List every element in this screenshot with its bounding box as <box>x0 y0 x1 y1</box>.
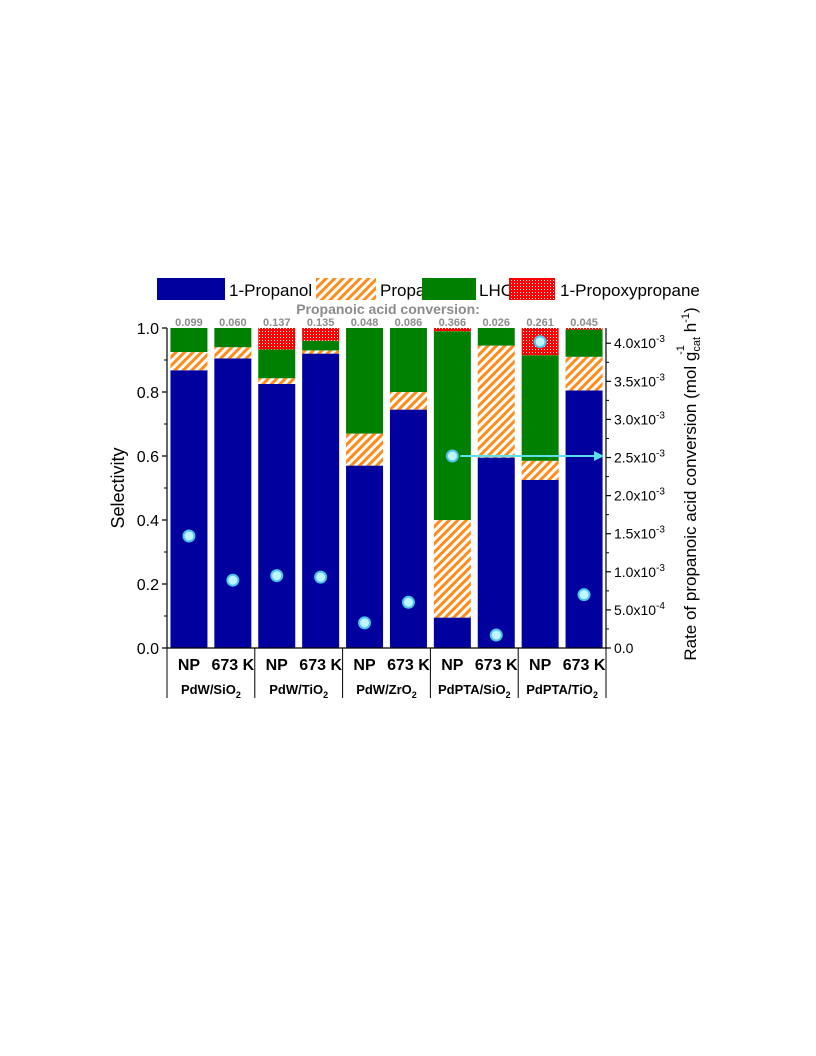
bar-1-propoxypropane-9 <box>565 328 603 330</box>
bar-1-propanol-6 <box>433 617 471 648</box>
y-right-tick-label-7: 3.5x10-3 <box>614 372 665 389</box>
x-tick-label-5: 673 K <box>387 657 430 674</box>
conversion-title: Propanoic acid conversion: <box>296 301 480 317</box>
bar-propanal-0 <box>170 352 208 371</box>
legend-label-1-propoxypropane: 1-Propoxypropane <box>560 281 700 300</box>
legend-swatch-lhc <box>422 278 476 300</box>
y-left-label: Selectivity <box>108 447 128 528</box>
bar-1-propanol-2 <box>258 384 296 648</box>
legend-swatch-1-propanol <box>157 278 225 300</box>
legend-label-1-propanol: 1-Propanol <box>229 281 312 300</box>
bar-lhc-6 <box>433 331 471 520</box>
y-left-tick-label-0: 0.0 <box>137 641 159 658</box>
rate-point-2 <box>270 569 284 583</box>
y-left-tick-label-2: 0.4 <box>137 513 159 530</box>
bar-1-propoxypropane-6 <box>433 328 471 332</box>
conversion-label-9: 0.045 <box>570 317 598 329</box>
bar-lhc-5 <box>389 328 427 392</box>
rate-point-0 <box>182 529 196 543</box>
bar-propanal-7 <box>477 345 515 458</box>
group-label-1: PdW/TiO2 <box>269 682 328 700</box>
y-right-tick-label-3: 1.5x10-3 <box>614 525 665 542</box>
group-label-0: PdW/SiO2 <box>181 682 241 700</box>
y-right-tick-label-2: 1.0x10-3 <box>614 563 665 580</box>
bar-lhc-3 <box>302 340 340 351</box>
x-tick-label-8: NP <box>529 657 552 674</box>
bar-propanal-1 <box>214 347 252 359</box>
x-tick-label-2: NP <box>266 657 289 674</box>
bar-1-propanol-9 <box>565 390 603 648</box>
rate-point-8 <box>533 335 547 349</box>
y-right-tick-label-6: 3.0x10-3 <box>614 410 665 427</box>
x-tick-label-3: 673 K <box>299 657 342 674</box>
rate-point-1 <box>226 573 240 587</box>
y-left-tick-label-5: 1.0 <box>137 321 159 338</box>
conversion-label-1: 0.060 <box>219 317 247 329</box>
bar-1-propanol-5 <box>389 409 427 648</box>
bar-propanal-5 <box>389 392 427 410</box>
y-right-tick-label-5: 2.5x10-3 <box>614 449 665 466</box>
bar-lhc-2 <box>258 349 296 379</box>
bar-lhc-7 <box>477 328 515 346</box>
y-right-label-g-superscript: -1 <box>675 345 687 355</box>
group-label-4: PdPTA/TiO2 <box>526 682 598 700</box>
conversion-label-2: 0.137 <box>263 317 291 329</box>
rate-point-9 <box>577 588 591 602</box>
bar-1-propanol-1 <box>214 358 252 648</box>
rate-point-7 <box>489 628 503 642</box>
y-right-tick-label-0: 0.0 <box>614 640 634 656</box>
legend: 1-Propanol Propanal LHC 1-Propoxypropane <box>157 278 700 300</box>
y-right-tick-label-1: 5.0x10-4 <box>614 601 665 618</box>
rate-point-5 <box>401 595 415 609</box>
y-right-tick-label-4: 2.0x10-3 <box>614 487 665 504</box>
bar-lhc-8 <box>521 355 559 461</box>
bar-propanal-9 <box>565 356 603 391</box>
y-right-label: Rate of propanoic acid conversion (mol g… <box>680 307 703 660</box>
plot-area: 0.099 0.060 0.137 0.135 0.048 0.086 0.366 0.026… <box>170 317 604 648</box>
bar-1-propoxypropane-3 <box>302 328 340 341</box>
bar-lhc-0 <box>170 328 208 352</box>
y-left-tick-label-4: 0.8 <box>137 385 159 402</box>
y-left-tick-label-3: 0.6 <box>137 449 159 466</box>
bar-lhc-1 <box>214 328 252 348</box>
x-tick-label-4: NP <box>353 657 376 674</box>
conversion-label-7: 0.026 <box>482 317 510 329</box>
conversion-label-4: 0.048 <box>351 317 379 329</box>
group-label-2: PdW/ZrO2 <box>356 682 417 700</box>
bar-1-propanol-7 <box>477 457 515 648</box>
bar-propanal-4 <box>346 433 384 466</box>
legend-swatch-propanal <box>316 278 376 300</box>
axes: 0.0 0.2 0.4 0.6 0.8 1.0 Selectivity 0.0 5.0x10-4… <box>108 307 703 700</box>
bar-propanal-6 <box>433 520 471 618</box>
rate-point-4 <box>358 616 372 630</box>
bar-1-propanol-3 <box>302 353 340 648</box>
x-tick-label-1: 673 K <box>211 657 254 674</box>
y-left-tick-label-1: 0.2 <box>137 577 159 594</box>
legend-swatch-1-propoxypropane <box>509 278 555 300</box>
legend-label-lhc: LHC <box>479 281 513 300</box>
conversion-label-0: 0.099 <box>175 317 203 329</box>
bar-propanal-8 <box>521 460 559 480</box>
conversion-label-8: 0.261 <box>526 317 554 329</box>
conversion-label-5: 0.086 <box>395 317 423 329</box>
group-label-3: PdPTA/SiO2 <box>438 682 511 700</box>
rate-arrow-head <box>594 451 604 461</box>
rate-point-6 <box>445 449 459 463</box>
bar-1-propoxypropane-2 <box>258 328 296 350</box>
bar-1-propanol-8 <box>521 480 559 648</box>
x-tick-label-7: 673 K <box>475 657 518 674</box>
x-tick-label-9: 673 K <box>563 657 606 674</box>
x-tick-label-0: NP <box>178 657 201 674</box>
bar-1-propanol-0 <box>170 370 208 648</box>
conversion-label-3: 0.135 <box>307 317 335 329</box>
bar-propanal-2 <box>258 378 296 384</box>
rate-point-3 <box>314 570 328 584</box>
x-tick-label-6: NP <box>441 657 464 674</box>
conversion-label-6: 0.366 <box>439 317 467 329</box>
y-right-tick-label-8: 4.0x10-3 <box>614 334 665 351</box>
bar-lhc-9 <box>565 329 603 357</box>
bar-lhc-4 <box>346 328 384 434</box>
bar-propanal-3 <box>302 350 340 354</box>
